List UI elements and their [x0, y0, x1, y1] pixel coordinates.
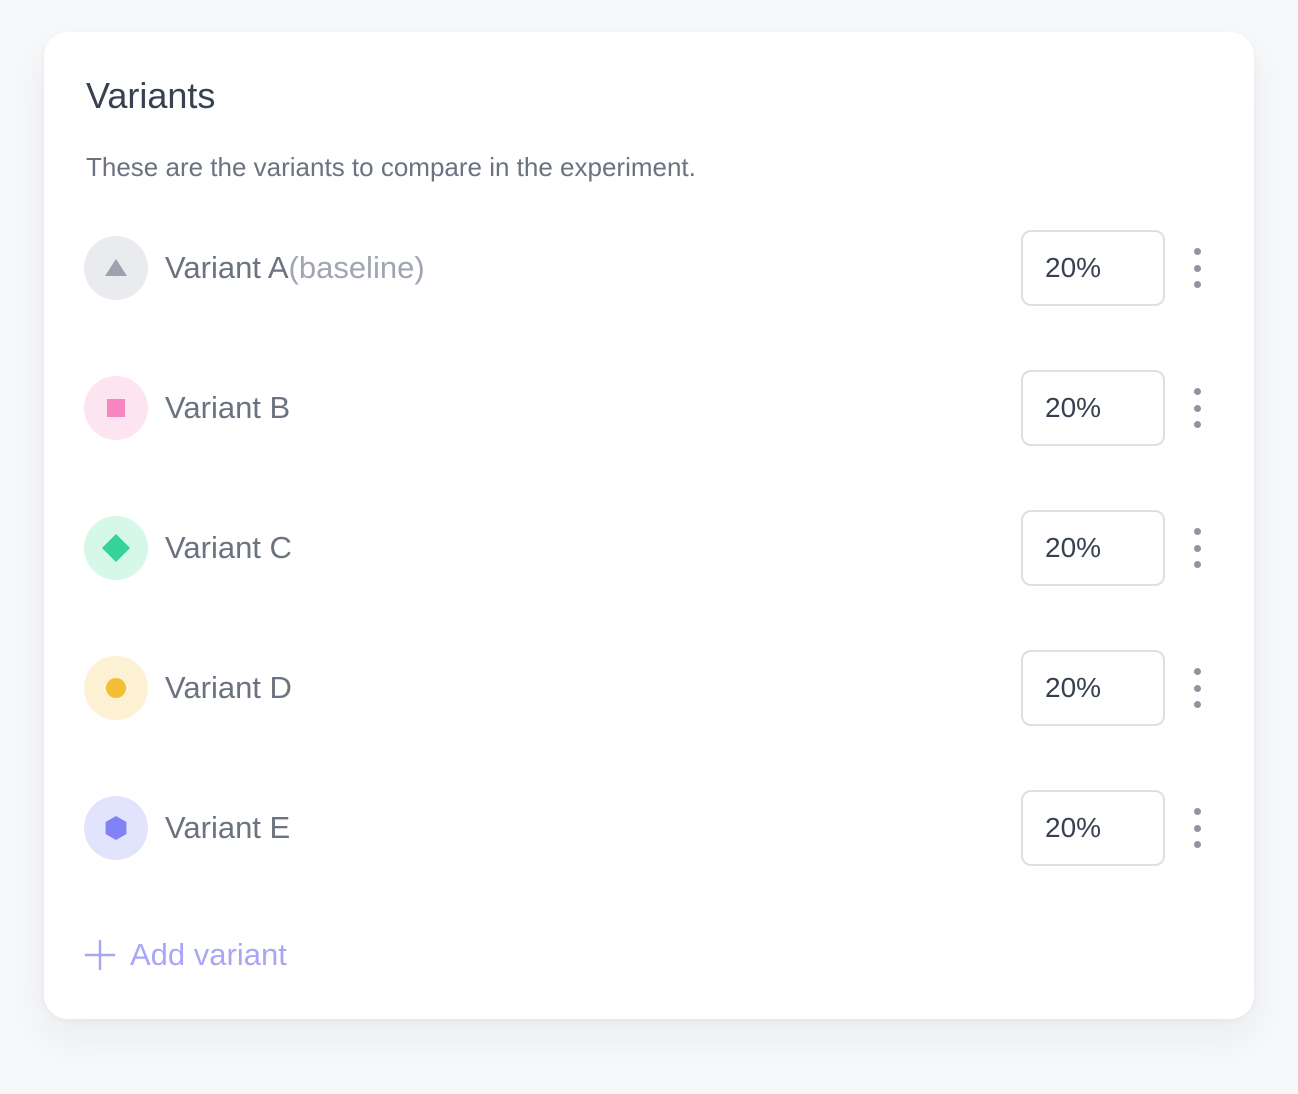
variant-name: Variant B — [165, 386, 290, 430]
hexagon-icon — [105, 816, 127, 840]
variant-e-percent-input[interactable] — [1021, 790, 1165, 866]
plus-path — [84, 939, 116, 971]
square-shape — [107, 399, 125, 417]
variant-d-label: Variant D — [165, 670, 292, 705]
triangle-shape — [105, 259, 127, 276]
variant-e-label: Variant E — [165, 810, 291, 845]
variant-name: Variant C — [165, 526, 292, 570]
add-variant-label: Add variant — [130, 937, 287, 972]
variant-e-badge — [84, 796, 148, 860]
variant-a-label: Variant A — [165, 250, 289, 285]
baseline-tag: (baseline) — [288, 250, 425, 285]
kebab-dot — [1193, 388, 1201, 395]
variant-d-percent-input[interactable] — [1021, 650, 1165, 726]
diamond-shape — [102, 534, 130, 562]
variant-c-badge — [84, 516, 148, 580]
circle-icon — [106, 678, 126, 698]
kebab-dot — [1193, 528, 1201, 535]
kebab-dot — [1193, 421, 1201, 428]
kebab-dot — [1193, 404, 1201, 412]
kebab-dot — [1193, 248, 1201, 255]
variant-a-percent-input[interactable] — [1021, 230, 1165, 306]
variant-row-e: Variant E — [84, 788, 1214, 928]
kebab-dot — [1193, 281, 1201, 288]
variant-a-menu-button[interactable] — [1184, 248, 1210, 288]
diamond-icon — [102, 534, 130, 562]
plus-icon — [84, 939, 116, 971]
variant-b-percent-input[interactable] — [1021, 370, 1165, 446]
variant-b-badge — [84, 376, 148, 440]
variants-card: Variants These are the variants to compa… — [44, 32, 1254, 1019]
variant-list: Variant A(baseline) Variant B — [84, 228, 1214, 928]
kebab-dot — [1193, 264, 1201, 272]
triangle-icon — [105, 259, 127, 276]
card-title: Variants — [86, 75, 216, 116]
variant-d-badge — [84, 656, 148, 720]
kebab-dot — [1193, 808, 1201, 815]
variant-d-menu-button[interactable] — [1184, 668, 1210, 708]
variant-b-label: Variant B — [165, 390, 291, 425]
variant-b-menu-button[interactable] — [1184, 388, 1210, 428]
kebab-dot — [1193, 544, 1201, 552]
variant-c-percent-input[interactable] — [1021, 510, 1165, 586]
circle-shape — [106, 678, 126, 698]
kebab-dot — [1193, 684, 1201, 692]
variant-c-label: Variant C — [165, 530, 292, 565]
square-icon — [107, 399, 125, 417]
variant-row-d: Variant D — [84, 648, 1214, 788]
kebab-dot — [1193, 824, 1201, 832]
variant-c-menu-button[interactable] — [1184, 528, 1210, 568]
variant-name: Variant D — [165, 666, 292, 710]
variant-e-menu-button[interactable] — [1184, 808, 1210, 848]
add-variant-button[interactable]: Add variant — [84, 932, 287, 978]
variant-name: Variant E — [165, 806, 290, 850]
kebab-dot — [1193, 701, 1201, 708]
kebab-dot — [1193, 841, 1201, 848]
variant-row-c: Variant C — [84, 508, 1214, 648]
variant-row-b: Variant B — [84, 368, 1214, 508]
card-subtitle: These are the variants to compare in the… — [86, 152, 696, 182]
variant-name: Variant A(baseline) — [165, 246, 425, 290]
variant-a-badge — [84, 236, 148, 300]
kebab-dot — [1193, 561, 1201, 568]
variant-row-a: Variant A(baseline) — [84, 228, 1214, 368]
hexagon-shape — [105, 816, 127, 840]
kebab-dot — [1193, 668, 1201, 675]
